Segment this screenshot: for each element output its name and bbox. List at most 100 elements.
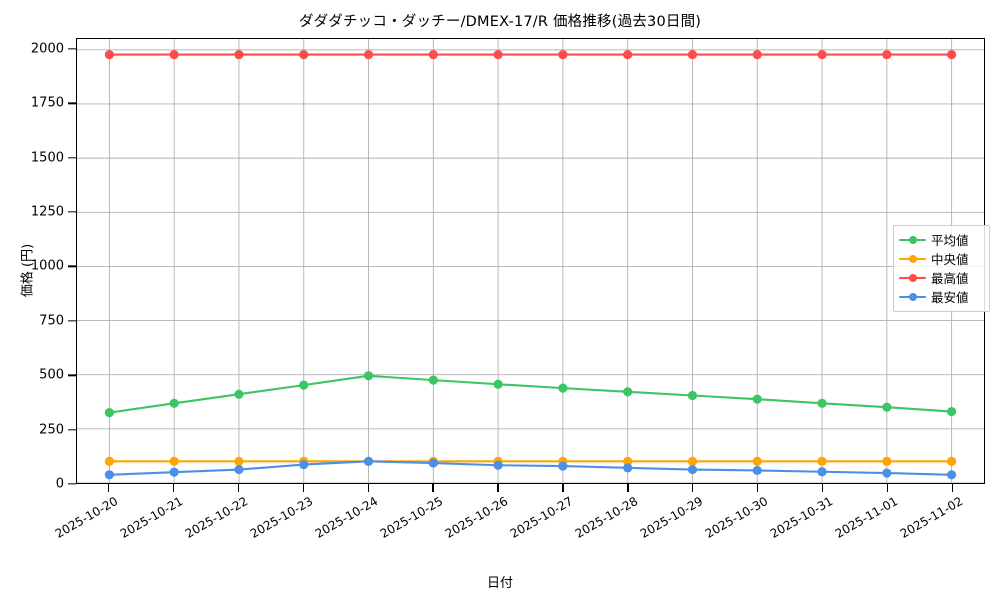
legend-marker-icon: [899, 253, 926, 265]
x-tick-mark: [951, 484, 954, 492]
data-point: [493, 379, 503, 389]
x-tick-mark: [172, 484, 175, 492]
data-point: [882, 402, 892, 412]
y-tick-mark: [68, 374, 76, 376]
data-series-layer: [104, 50, 957, 480]
data-point: [169, 467, 179, 477]
y-tick-mark: [68, 48, 76, 50]
x-tick-mark: [627, 484, 629, 492]
y-tick-label: 0: [55, 476, 64, 492]
x-tick-mark: [497, 484, 499, 492]
data-point: [234, 456, 244, 466]
data-point: [493, 50, 503, 60]
data-point: [363, 50, 374, 60]
data-point: [428, 375, 438, 385]
legend-item-2[interactable]: 最高値: [899, 268, 984, 287]
x-tick-mark: [822, 484, 824, 492]
legend-item-3[interactable]: 最安値: [899, 287, 984, 306]
data-point: [687, 464, 698, 475]
series-line-3: [108, 460, 953, 476]
data-point: [234, 50, 244, 60]
legend-marker-icon: [899, 291, 926, 303]
legend-marker-icon: [899, 272, 926, 284]
y-tick-label: 1500: [30, 150, 64, 166]
data-point: [558, 383, 568, 393]
data-point: [169, 398, 179, 408]
y-tick-label: 500: [39, 367, 64, 383]
data-point: [299, 380, 309, 390]
x-tick-mark: [107, 484, 110, 492]
y-tick-mark: [68, 157, 76, 159]
data-point: [947, 456, 957, 466]
legend-label: 中央値: [931, 252, 969, 267]
y-tick-label: 750: [39, 313, 64, 329]
x-tick-mark: [367, 484, 369, 492]
data-point: [947, 406, 957, 417]
data-point: [623, 456, 633, 466]
data-point: [752, 465, 762, 476]
data-point: [104, 456, 114, 466]
data-point: [104, 408, 114, 418]
data-point: [104, 470, 114, 480]
data-point: [234, 464, 244, 475]
data-point: [687, 456, 698, 466]
y-tick-label: 1000: [30, 258, 64, 274]
plot-area: [76, 38, 985, 484]
legend-label: 最安値: [931, 290, 969, 305]
chart-legend: 平均値中央値最高値最安値: [893, 225, 990, 312]
data-point: [882, 456, 892, 466]
y-tick-label: 1750: [30, 95, 64, 111]
legend-item-1[interactable]: 中央値: [899, 249, 984, 268]
x-tick-mark: [886, 484, 889, 492]
x-tick-mark: [562, 484, 564, 492]
y-tick-mark: [68, 102, 76, 104]
data-point: [299, 50, 309, 60]
data-point: [752, 50, 762, 60]
legend-label: 平均値: [931, 233, 969, 248]
x-tick-mark: [237, 484, 239, 492]
data-point: [817, 50, 827, 60]
y-tick-mark: [68, 265, 76, 268]
data-point: [817, 398, 827, 408]
data-point: [493, 460, 503, 470]
data-point: [558, 50, 568, 60]
y-tick-label: 250: [39, 422, 64, 438]
data-point: [169, 50, 179, 60]
chart-title: ダダダチッコ・ダッチー/DMEX-17/R 価格推移(過去30日間): [298, 14, 702, 30]
data-point: [623, 387, 633, 397]
data-point: [817, 467, 827, 477]
x-tick-mark: [302, 484, 304, 492]
x-tick-mark: [757, 484, 759, 492]
data-point: [558, 461, 568, 471]
legend-marker-icon: [899, 234, 926, 246]
data-point: [623, 50, 633, 60]
data-point: [363, 456, 374, 466]
legend-item-0[interactable]: 平均値: [899, 230, 984, 249]
y-tick-mark: [68, 320, 76, 322]
y-tick-mark: [68, 211, 76, 213]
data-point: [882, 468, 892, 478]
data-point: [882, 50, 892, 60]
x-tick-mark: [432, 484, 434, 492]
data-point: [947, 470, 957, 480]
legend-label: 最高値: [931, 271, 969, 286]
y-tick-mark: [68, 428, 76, 431]
data-point: [752, 394, 762, 404]
data-point: [363, 371, 374, 381]
y-tick-mark: [68, 483, 76, 485]
data-point: [428, 50, 438, 60]
data-point: [947, 50, 957, 60]
data-point: [687, 390, 698, 401]
x-tick-mark: [692, 484, 694, 492]
data-point: [752, 456, 762, 466]
data-point: [817, 456, 827, 466]
data-point: [169, 456, 179, 466]
data-point: [104, 50, 114, 60]
y-tick-label: 2000: [30, 41, 64, 57]
x-axis-label: 日付: [486, 576, 513, 591]
data-point: [687, 50, 698, 60]
data-point: [623, 463, 633, 473]
data-point: [234, 389, 244, 399]
data-point: [428, 458, 438, 468]
